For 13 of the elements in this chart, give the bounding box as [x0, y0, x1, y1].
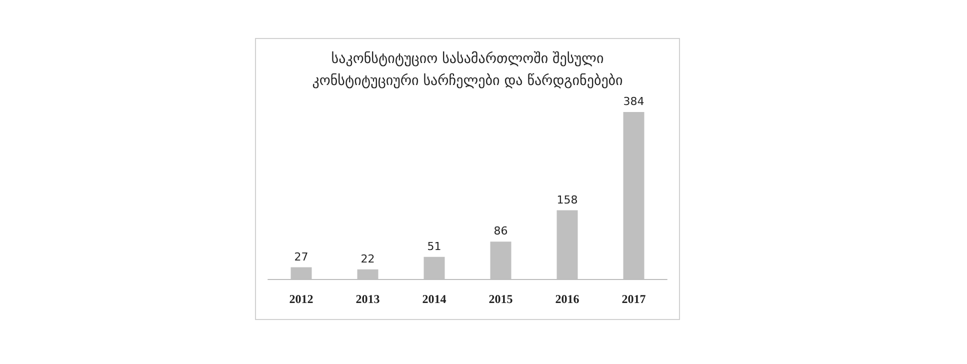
x-tick-label: 2015 [488, 292, 513, 306]
data-label: 22 [360, 252, 375, 266]
x-tick-label: 2013 [356, 292, 380, 306]
chart-title: საკონსტიტუციო სასამართლოში შესული კონსტიტუციური სარჩელები და წარდგინებები [312, 51, 623, 89]
data-label: 158 [556, 193, 578, 206]
x-tick-label: 2012 [289, 292, 314, 306]
data-label: 27 [294, 250, 308, 264]
x-tick-label: 2017 [622, 292, 646, 306]
x-tick-label: 2016 [555, 292, 580, 306]
data-label: 86 [494, 224, 508, 238]
data-label: 384 [623, 94, 644, 108]
x-tick-label: 2014 [422, 292, 446, 306]
data-label: 51 [427, 240, 442, 253]
